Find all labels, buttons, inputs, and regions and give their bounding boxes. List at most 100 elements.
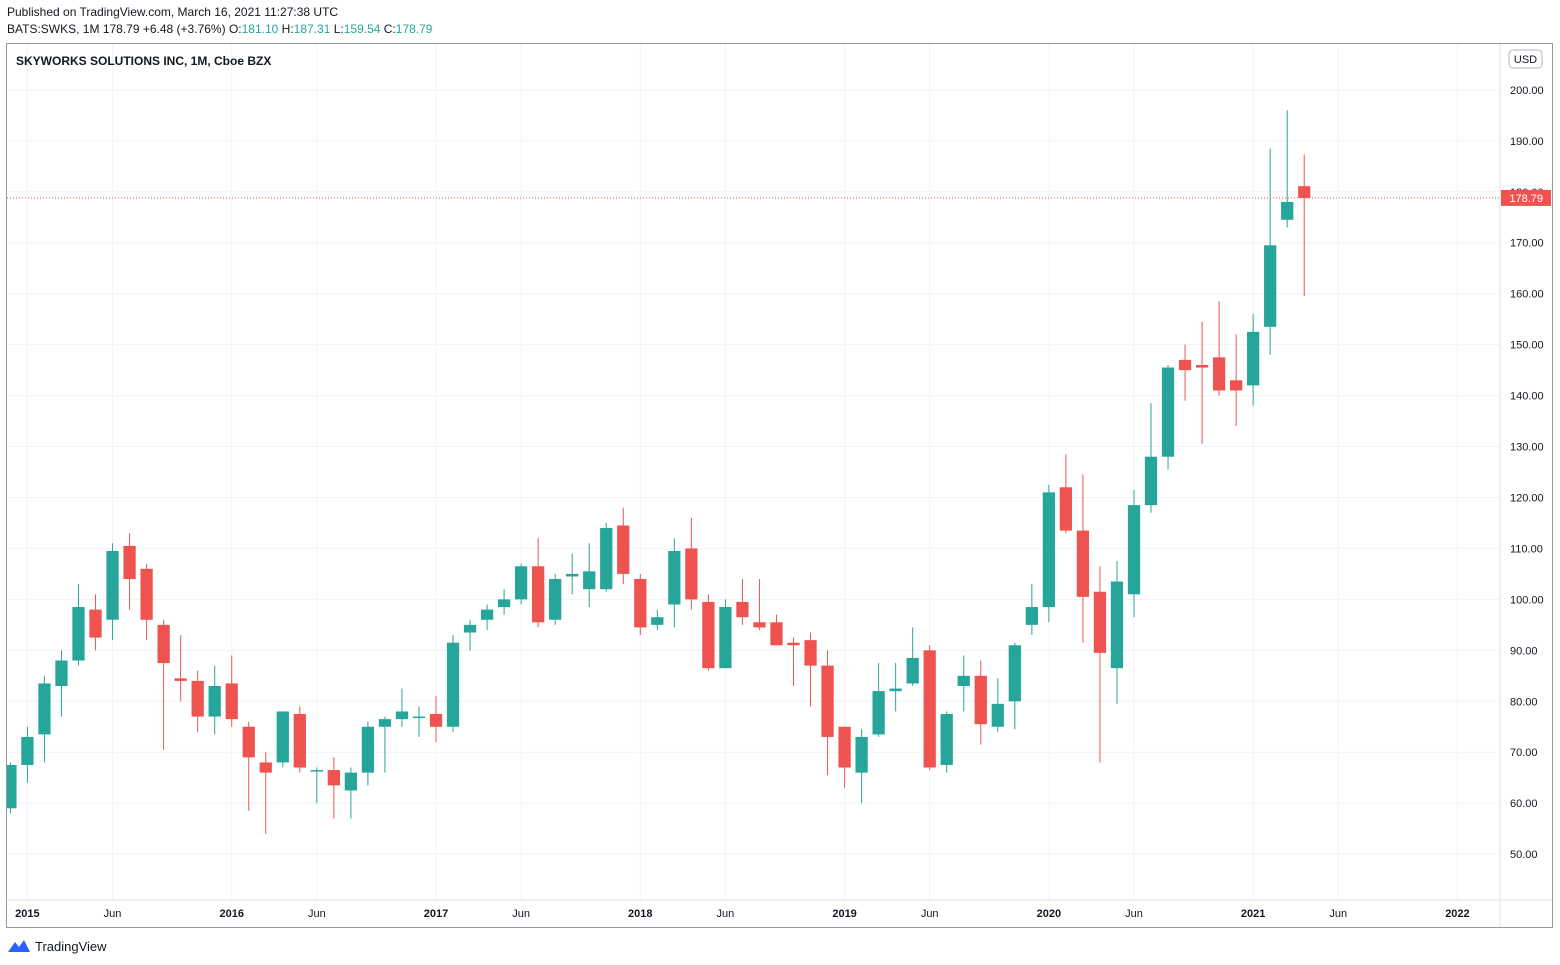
candle [906,627,919,686]
candle [1093,566,1107,763]
time-tick-label: 2017 [424,908,448,920]
currency-button-label: USD [1514,54,1537,66]
candle [497,589,511,615]
candle-body [600,528,613,590]
price-tick-label: 190.00 [1510,136,1544,148]
candle-body [395,711,409,720]
candle [1059,454,1073,534]
candle [174,635,187,702]
time-tick-label: 2018 [628,908,652,920]
candle [566,553,579,595]
time-tick-label: 2016 [219,908,243,920]
candle-body [1025,607,1038,625]
candle-body [804,640,817,666]
candle [1161,365,1175,470]
candlestick-chart[interactable]: 50.00 60.00 70.00 80.00 90.00 100.00 110.00 120… [7,44,1552,927]
candle [140,563,153,641]
candle-body [378,719,392,727]
candle-body [1298,186,1311,198]
candle [72,584,85,666]
candle-body [1076,530,1090,597]
candle [225,655,238,727]
time-tick-label: Jun [512,908,530,920]
candle [600,522,613,592]
candle [327,757,340,819]
open-label: O: [228,22,242,36]
candle-body [702,601,715,669]
candle-body [225,683,238,720]
tradingview-logo-icon [8,940,30,952]
candle [310,767,323,804]
candle [974,660,987,745]
last-price: 178.79 [102,22,140,36]
candle-body [412,716,426,719]
chart-frame[interactable]: 50.00 60.00 70.00 80.00 90.00 100.00 110.00 120… [6,43,1553,928]
candle-body [1110,581,1124,669]
close-label: C: [383,22,396,36]
candle [838,726,851,788]
candle-body [191,680,204,717]
candle-body [38,683,51,735]
chart-title: SKYWORKS SOLUTIONS INC, 1M, Cboe BZX [16,54,271,68]
candle-body [429,714,443,727]
candle [1230,334,1243,427]
candle [583,543,596,608]
low-value: 159.54 [343,22,381,36]
candle-body [753,622,766,628]
candle [1127,489,1141,618]
candle-body [736,601,749,618]
candle [1281,110,1294,228]
price-tick-label: 90.00 [1510,645,1538,657]
candle [889,663,902,712]
candle-body [668,550,681,605]
candle [89,594,102,651]
candle [957,655,970,712]
candle-body [1127,505,1141,595]
candle [38,675,51,763]
candle-body [7,764,17,809]
candle [276,711,289,768]
currency-button[interactable]: USD [1508,49,1543,69]
price-tick-label: 160.00 [1510,289,1544,301]
candle [259,752,272,834]
candle-body [906,657,919,684]
candle [923,645,936,771]
candle-body [1212,357,1226,391]
candle [123,533,136,610]
candle [1144,403,1158,513]
time-tick-label: Jun [1125,908,1143,920]
candle-body [532,566,545,623]
candle [787,637,800,686]
candle-body [770,622,783,646]
candle-body [55,660,68,686]
last-price-tag-label: 178.79 [1509,193,1543,205]
time-tick-label: 2015 [15,908,39,920]
candle [736,579,749,625]
brand-footer[interactable]: TradingView [7,938,107,954]
candle [1025,584,1038,636]
candle [157,619,170,750]
price-tick-label: 80.00 [1510,696,1538,708]
candle [395,688,409,727]
candle [191,670,204,732]
candle-body [974,675,987,725]
candle [617,507,630,585]
low-label: L: [333,22,344,36]
candle-body [106,550,119,620]
candle [412,706,426,737]
candle [514,563,528,605]
candle [753,579,766,630]
candle-body [276,711,289,763]
candle-body [1195,365,1209,368]
ohlc-header: BATS:SWKS, 1M 178.79 +6.48 (+3.76%) O:18… [7,22,432,36]
candle [1110,561,1124,704]
candle-body [923,650,936,768]
candle [940,711,953,773]
candle-body [72,607,85,661]
candle-body [1247,331,1260,386]
candle-body [1161,367,1175,457]
candle [1008,642,1021,730]
candle [293,706,306,773]
candle [1076,474,1090,643]
candle [1195,321,1209,444]
